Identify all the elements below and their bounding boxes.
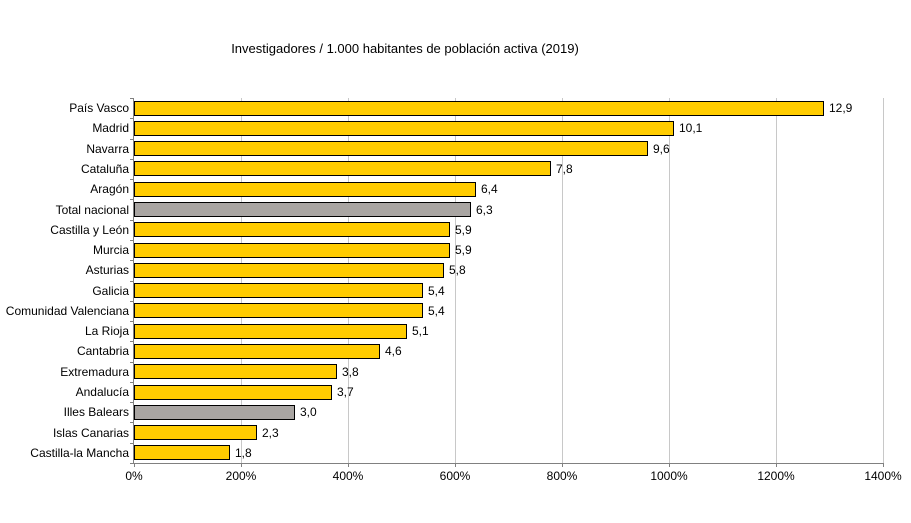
bar (134, 243, 450, 258)
bar (134, 202, 471, 217)
y-axis-tick (130, 240, 134, 241)
y-axis-tick (130, 281, 134, 282)
chart-title: Investigadores / 1.000 habitantes de pob… (231, 41, 579, 56)
gridline (241, 98, 242, 463)
bar-value-label: 5,9 (455, 243, 472, 257)
x-axis-tick-label: 800% (546, 469, 578, 483)
bar (134, 303, 423, 318)
category-label: Extremadura (60, 365, 129, 379)
y-axis-tick (130, 159, 134, 160)
y-axis-tick (130, 139, 134, 140)
gridline (883, 98, 884, 463)
x-axis-tick-label: 1400% (864, 469, 902, 483)
bar-value-label: 6,3 (476, 203, 493, 217)
category-label: La Rioja (84, 324, 129, 338)
bar-value-label: 5,4 (428, 284, 445, 298)
bar (134, 405, 295, 420)
category-label: Andalucía (75, 385, 129, 399)
y-axis-tick (130, 341, 134, 342)
y-axis-tick (130, 220, 134, 221)
bar (134, 161, 551, 176)
category-label: Navarra (86, 142, 129, 156)
y-axis-tick (130, 362, 134, 363)
y-axis-tick (130, 402, 134, 403)
bar (134, 101, 824, 116)
bar-value-label: 5,4 (428, 304, 445, 318)
category-label: Asturias (85, 263, 129, 277)
bar-value-label: 6,4 (481, 182, 498, 196)
gridline (348, 98, 349, 463)
x-axis-tick (455, 463, 456, 467)
y-axis-tick (130, 463, 134, 464)
y-axis-tick (130, 260, 134, 261)
x-axis-tick (776, 463, 777, 467)
category-label: Castilla-la Mancha (30, 446, 129, 460)
y-axis-tick (130, 422, 134, 423)
bar (134, 182, 476, 197)
bar (134, 445, 230, 460)
y-axis-tick (130, 443, 134, 444)
category-label: Madrid (92, 121, 129, 135)
x-axis-tick-label: 0% (125, 469, 143, 483)
gridline (562, 98, 563, 463)
bar (134, 364, 337, 379)
bar (134, 425, 257, 440)
y-axis-tick (130, 382, 134, 383)
x-axis-tick-label: 1200% (757, 469, 795, 483)
y-axis-tick (130, 118, 134, 119)
gridline (669, 98, 670, 463)
x-axis-tick (134, 463, 135, 467)
y-axis-tick (130, 321, 134, 322)
y-axis-tick (130, 301, 134, 302)
category-label: Galicia (92, 284, 129, 298)
y-axis-tick (130, 98, 134, 99)
bar (134, 385, 332, 400)
bar-value-label: 1,8 (235, 446, 252, 460)
category-label: País Vasco (69, 101, 129, 115)
x-axis-tick (883, 463, 884, 467)
y-axis-tick (130, 199, 134, 200)
bar-value-label: 9,6 (653, 142, 670, 156)
category-label: Illes Balears (63, 405, 129, 419)
bar-value-label: 5,1 (412, 324, 429, 338)
y-axis-tick (130, 179, 134, 180)
bar (134, 141, 648, 156)
category-label: Cantabria (76, 344, 129, 358)
bar-value-label: 4,6 (385, 344, 402, 358)
category-label: Castilla y León (50, 223, 129, 237)
x-axis-tick-label: 400% (332, 469, 364, 483)
bar (134, 121, 674, 136)
x-axis-tick-label: 600% (439, 469, 471, 483)
category-label: Aragón (90, 182, 129, 196)
bar (134, 344, 380, 359)
gridline (455, 98, 456, 463)
bar-value-label: 10,1 (679, 121, 703, 135)
bar-value-label: 2,3 (262, 426, 279, 440)
bar-value-label: 5,8 (449, 263, 466, 277)
bar-value-label: 3,8 (342, 365, 359, 379)
x-axis-tick (348, 463, 349, 467)
gridline (776, 98, 777, 463)
bar (134, 222, 450, 237)
category-label: Islas Canarias (52, 426, 129, 440)
bar-value-label: 3,7 (337, 385, 354, 399)
x-axis-tick-label: 200% (225, 469, 257, 483)
x-axis-tick (562, 463, 563, 467)
category-label: Cataluña (80, 162, 129, 176)
x-axis-tick (669, 463, 670, 467)
bar-value-label: 12,9 (829, 101, 853, 115)
bar (134, 283, 423, 298)
category-label: Total nacional (55, 203, 129, 217)
x-axis-tick-label: 1000% (650, 469, 688, 483)
bar (134, 263, 444, 278)
bar (134, 324, 407, 339)
bar-value-label: 5,9 (455, 223, 472, 237)
bar-value-label: 7,8 (556, 162, 573, 176)
bar-value-label: 3,0 (300, 405, 317, 419)
category-label: Murcia (92, 243, 129, 257)
x-axis-tick (241, 463, 242, 467)
category-label: Comunidad Valenciana (5, 304, 129, 318)
